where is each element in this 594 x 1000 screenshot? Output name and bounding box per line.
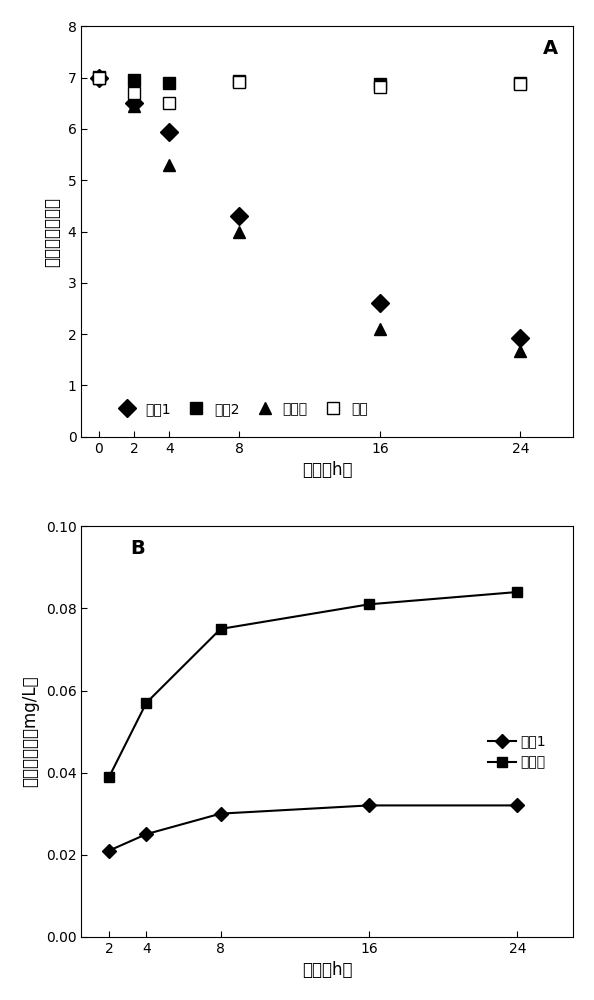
Legend: 材料1, 银颗粒: 材料1, 银颗粒 [483,729,551,775]
Legend: 材料1, 材料2, 银颗粒, 空白: 材料1, 材料2, 银颗粒, 空白 [108,396,373,422]
X-axis label: 时间（h）: 时间（h） [302,461,352,479]
Text: A: A [544,39,558,58]
Y-axis label: 释放银离子（mg/L）: 释放银离子（mg/L） [21,676,39,787]
Y-axis label: 活细菌的对数值: 活细菌的对数值 [43,197,61,267]
Text: B: B [131,539,146,558]
X-axis label: 时间（h）: 时间（h） [302,961,352,979]
